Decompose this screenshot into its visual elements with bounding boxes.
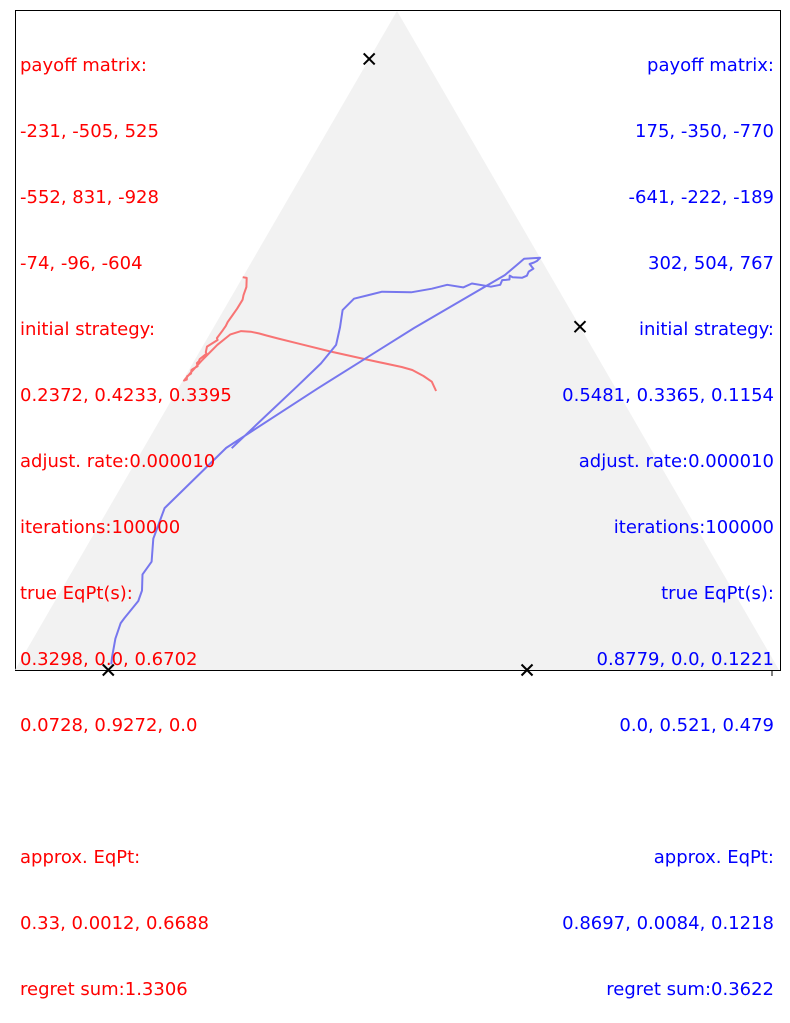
simplex-triangle — [15, 11, 779, 670]
p2-strategy-label: initial strategy: — [638, 319, 774, 340]
p2-matrix-row-3: 302, 504, 767 — [648, 253, 774, 274]
p1-matrix-row-2: -552, 831, -928 — [20, 187, 159, 208]
player2-info-panel: payoff matrix: 175, -350, -770 -641, -22… — [562, 11, 774, 1023]
player1-info-panel: payoff matrix: -231, -505, 525 -552, 831… — [20, 11, 232, 1023]
p1-approx-label: approx. EqPt: — [20, 847, 141, 868]
p1-adjust-rate: adjust. rate:0.000010 — [20, 451, 216, 472]
p2-matrix-row-1: 175, -350, -770 — [635, 121, 774, 142]
p2-true-eq-2: 0.0, 0.521, 0.479 — [619, 715, 774, 736]
p1-true-eq-1: 0.3298, 0.0, 0.6702 — [20, 649, 198, 670]
p1-strategy-label: initial strategy: — [20, 319, 156, 340]
p1-approx-eq: 0.33, 0.0012, 0.6688 — [20, 913, 209, 934]
p1-initial-strategy: 0.2372, 0.4233, 0.3395 — [20, 385, 232, 406]
p1-payoff-label: payoff matrix: — [20, 55, 147, 76]
p1-true-eq-label: true EqPt(s): — [20, 583, 133, 604]
eq-marker-2 — [573, 320, 587, 333]
p2-approx-eq: 0.8697, 0.0084, 0.1218 — [562, 913, 774, 934]
simplex-chart — [15, 10, 781, 677]
p2-true-eq-label: true EqPt(s): — [661, 583, 774, 604]
p2-initial-strategy: 0.5481, 0.3365, 0.1154 — [562, 385, 774, 406]
p2-approx-label: approx. EqPt: — [653, 847, 774, 868]
eq-marker-4 — [520, 663, 534, 677]
p2-iterations: iterations:100000 — [613, 517, 774, 538]
p1-true-eq-2: 0.0728, 0.9272, 0.0 — [20, 715, 198, 736]
player2-trajectory — [110, 256, 542, 665]
eq-marker-1 — [362, 52, 376, 66]
p2-adjust-rate: adjust. rate:0.000010 — [578, 451, 774, 472]
p2-matrix-row-2: -641, -222, -189 — [628, 187, 774, 208]
p1-regret-sum: regret sum:1.3306 — [20, 979, 188, 1000]
p2-true-eq-1: 0.8779, 0.0, 0.1221 — [596, 649, 774, 670]
p1-matrix-row-1: -231, -505, 525 — [20, 121, 159, 142]
p2-regret-sum: regret sum:0.3622 — [606, 979, 774, 1000]
p2-payoff-label: payoff matrix: — [647, 55, 774, 76]
p1-matrix-row-3: -74, -96, -604 — [20, 253, 143, 274]
spacer — [562, 781, 774, 803]
player1-trajectory — [183, 276, 438, 392]
p1-iterations: iterations:100000 — [20, 517, 181, 538]
spacer — [20, 781, 232, 803]
eq-marker-3 — [102, 663, 115, 677]
